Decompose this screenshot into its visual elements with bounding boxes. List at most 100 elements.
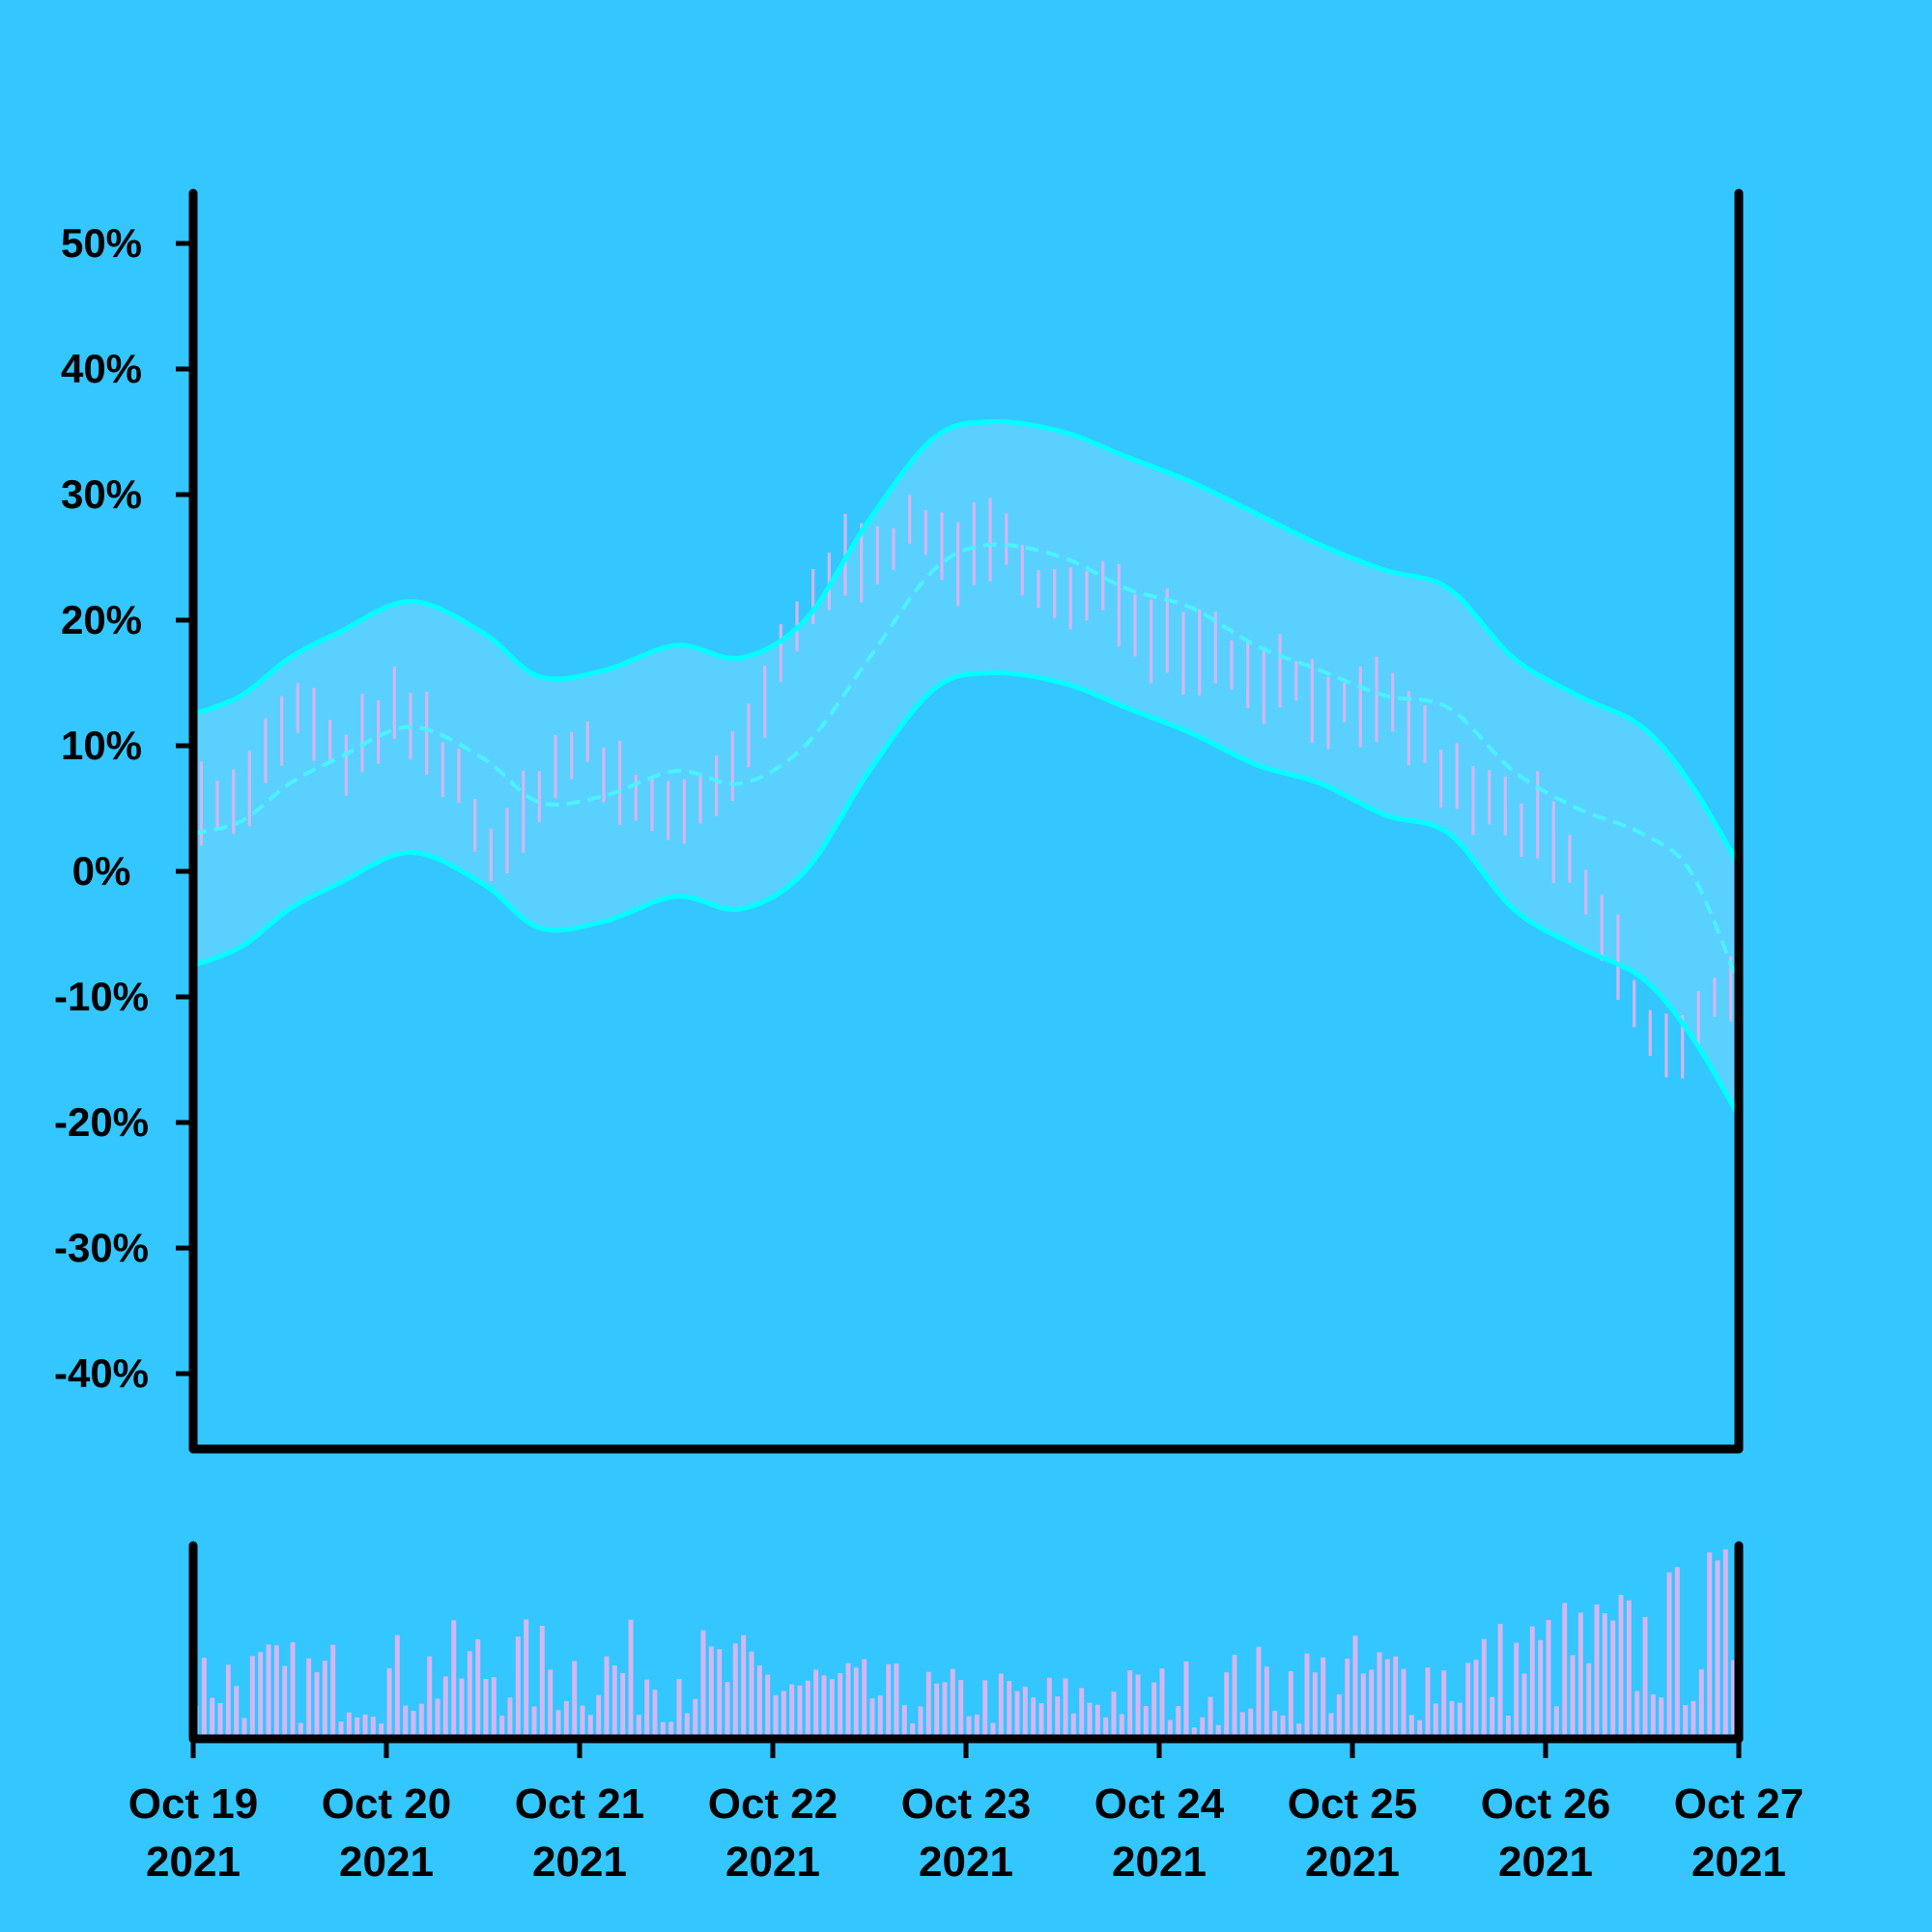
volume-bar — [499, 1715, 505, 1739]
volume-bar — [1046, 1677, 1052, 1739]
x-tick-label-date: Oct 27 — [1674, 1780, 1804, 1828]
volume-bar — [756, 1665, 762, 1739]
x-tick-label-date: Oct 24 — [1094, 1780, 1225, 1828]
volume-bar — [266, 1644, 271, 1739]
volume-bar — [1433, 1703, 1438, 1739]
volume-bar — [1683, 1705, 1689, 1739]
volume-bar — [394, 1634, 400, 1739]
volume-bar — [620, 1672, 626, 1739]
volume-bar — [604, 1656, 610, 1739]
volume-bar — [1111, 1691, 1117, 1739]
volume-bar — [636, 1715, 641, 1739]
volume-bar — [644, 1679, 650, 1739]
volume-bar — [1384, 1659, 1390, 1739]
volume-bar — [451, 1620, 457, 1739]
y-tick-label: 10% — [61, 723, 142, 768]
volume-bar — [990, 1722, 996, 1739]
volume-bar — [1159, 1668, 1165, 1739]
volume-bar — [660, 1721, 666, 1739]
volume-bar — [901, 1704, 907, 1739]
volume-bar — [234, 1686, 240, 1739]
volume-bar — [1529, 1626, 1535, 1739]
volume-bar — [1038, 1703, 1044, 1739]
volume-bar — [1707, 1551, 1713, 1739]
x-tick-label-year: 2021 — [1498, 1838, 1593, 1886]
y-tick-label: -10% — [54, 974, 149, 1019]
volume-bar — [1336, 1694, 1342, 1739]
volume-bar — [950, 1668, 955, 1739]
lower-band-line — [192, 669, 1742, 1118]
volume-bar — [555, 1710, 561, 1739]
volume-bar — [1176, 1706, 1181, 1739]
volume-bar — [1618, 1595, 1624, 1739]
volume-bars — [193, 1549, 1737, 1739]
volume-bar — [1304, 1653, 1310, 1739]
volume-bar — [370, 1717, 376, 1739]
volume-bar — [338, 1721, 344, 1739]
volume-bar — [998, 1673, 1004, 1739]
volume-bar — [1022, 1687, 1028, 1739]
volume-bar — [877, 1695, 883, 1739]
x-tick-label-date: Oct 22 — [708, 1780, 838, 1828]
volume-bar — [668, 1721, 674, 1739]
volume-bar — [379, 1723, 384, 1739]
volume-bar — [741, 1634, 747, 1739]
volume-bar — [539, 1625, 545, 1739]
volume-bar — [475, 1639, 481, 1739]
volume-bar — [1715, 1560, 1720, 1739]
volume-bar — [467, 1651, 472, 1739]
volume-bar — [1119, 1714, 1124, 1739]
volume-bar — [1087, 1702, 1093, 1739]
volume-bar — [821, 1675, 827, 1739]
volume-bar — [1674, 1567, 1680, 1739]
volume-bar — [1690, 1700, 1696, 1739]
volume-bar — [1626, 1600, 1632, 1739]
volume-bar — [1296, 1723, 1302, 1739]
volume-bar — [1079, 1688, 1085, 1739]
volume-bar — [1094, 1704, 1100, 1739]
volume-bar — [403, 1705, 409, 1739]
volume-bar — [724, 1682, 730, 1739]
volume-bar — [273, 1645, 279, 1739]
x-tick-label-year: 2021 — [339, 1838, 434, 1886]
volume-bar — [217, 1703, 223, 1739]
volume-bar — [829, 1679, 835, 1739]
volume-bar — [531, 1706, 537, 1739]
volume-bar — [596, 1694, 602, 1739]
volume-bar — [1215, 1724, 1221, 1739]
volume-bar — [862, 1659, 867, 1739]
volume-bar — [1224, 1672, 1230, 1739]
x-tick-label-date: Oct 21 — [515, 1780, 645, 1828]
volume-bar — [781, 1690, 786, 1739]
price-panel: 50% 40% 30% 20% 10% 0% -10% -20% -30% -40% — [54, 188, 1744, 1454]
volume-bar — [1457, 1702, 1463, 1739]
volume-bar — [524, 1619, 529, 1739]
volume-bar — [330, 1644, 336, 1739]
volume-bar — [1722, 1549, 1728, 1739]
volume-bar — [491, 1677, 497, 1739]
volume-bar — [1594, 1604, 1600, 1739]
volume-bar — [298, 1722, 303, 1739]
volume-bar — [886, 1663, 892, 1739]
volume-bar — [507, 1697, 513, 1739]
volume-bar — [1239, 1712, 1245, 1739]
volume-bar — [580, 1705, 585, 1739]
volume-bar — [1191, 1727, 1197, 1739]
volume-bar — [411, 1711, 416, 1739]
volume-bar — [1401, 1668, 1406, 1739]
volume-bar — [225, 1664, 231, 1739]
volume-bar — [459, 1678, 465, 1739]
volume-bar — [1425, 1667, 1431, 1739]
volume-bar — [1408, 1715, 1414, 1739]
volume-bar — [386, 1667, 392, 1739]
volume-bar — [1063, 1678, 1068, 1739]
volume-bar — [1577, 1612, 1583, 1739]
volume-bar — [1200, 1717, 1206, 1739]
y-tick-label: 20% — [61, 597, 142, 642]
volume-bar — [1659, 1697, 1664, 1739]
volume-bar — [442, 1676, 448, 1739]
volume-bar — [1135, 1674, 1141, 1739]
volume-bar — [249, 1656, 255, 1739]
volume-bar — [1514, 1642, 1520, 1739]
